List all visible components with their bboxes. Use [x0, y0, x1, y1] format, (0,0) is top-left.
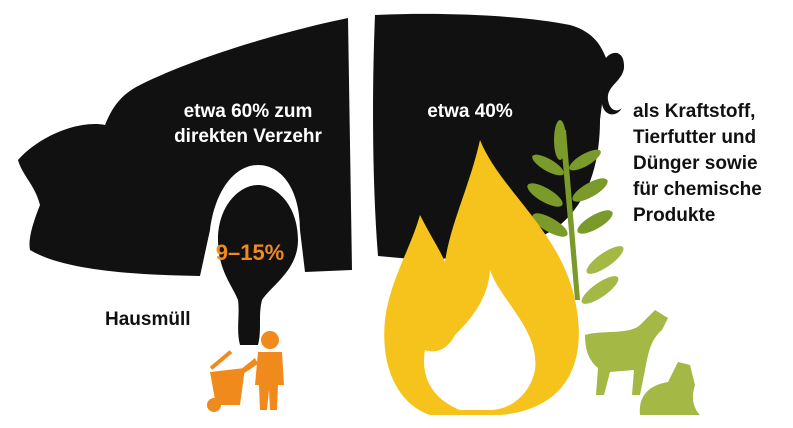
cat — [640, 362, 700, 415]
uses-line: Tierfutter und — [633, 127, 756, 148]
infographic: etwa 60% zum direkten Verzehr etwa 40% 9… — [0, 0, 793, 428]
waste-share: 9–15% — [216, 240, 285, 265]
food-line: direkten Verzehr — [174, 126, 322, 147]
other-line: etwa 40% — [427, 101, 513, 122]
uses-line: für chemische — [633, 179, 762, 200]
waste-label: Hausmüll — [105, 309, 191, 330]
uses-line: Produkte — [633, 205, 715, 226]
waste-funnel — [218, 185, 298, 345]
food-line: etwa 60% zum — [184, 101, 313, 122]
uses-line: Dünger sowie — [633, 153, 758, 174]
dog — [585, 310, 668, 395]
uses-text: als Kraftstoff, Tierfutter und Dünger sowi… — [633, 101, 762, 226]
uses-line: als Kraftstoff, — [633, 101, 755, 122]
pig-front — [18, 18, 352, 276]
